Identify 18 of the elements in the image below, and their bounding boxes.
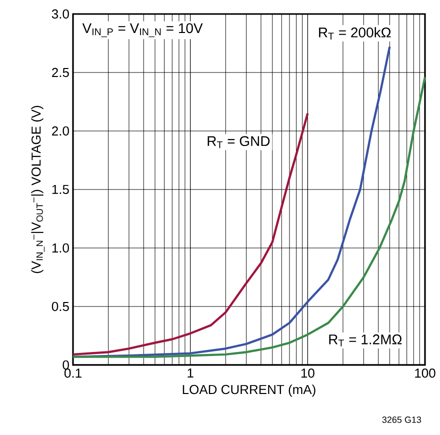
x-tick-label: 1 — [188, 368, 194, 378]
text: 3265 G13 — [382, 416, 422, 423]
x-tick-label: 10 — [301, 368, 314, 378]
x-axis-title: LOAD CURRENT (mA) — [182, 384, 316, 397]
y-axis-title: (V$_{IN_N}$$^{–}$|V$_{OUT}$$^{–}$|) VOLTAGE (V) — [31, 106, 45, 274]
y-tick-label: 2.5 — [52, 68, 69, 78]
x-tick-label: 100 — [415, 368, 436, 378]
x-tick-label: 0.1 — [64, 368, 82, 378]
y-tick-label: 1.5 — [52, 184, 69, 194]
y-tick-label: 0 — [62, 360, 69, 370]
y-tick-label: 2.0 — [52, 126, 69, 136]
y-tick-label: 0.5 — [52, 302, 69, 312]
series-label: R$_{T}$ = 1.2MΩ — [329, 334, 402, 346]
series-label: R$_{T}$ = 200kΩ — [319, 27, 391, 40]
series-label: R$_{T}$ = GND — [208, 136, 270, 148]
y-tick-label: 3.0 — [52, 9, 69, 19]
annotation: V$_{IN_P}$ = V$_{IN_N}$ = 10V — [82, 23, 203, 38]
y-tick-label: 1.0 — [52, 243, 69, 253]
